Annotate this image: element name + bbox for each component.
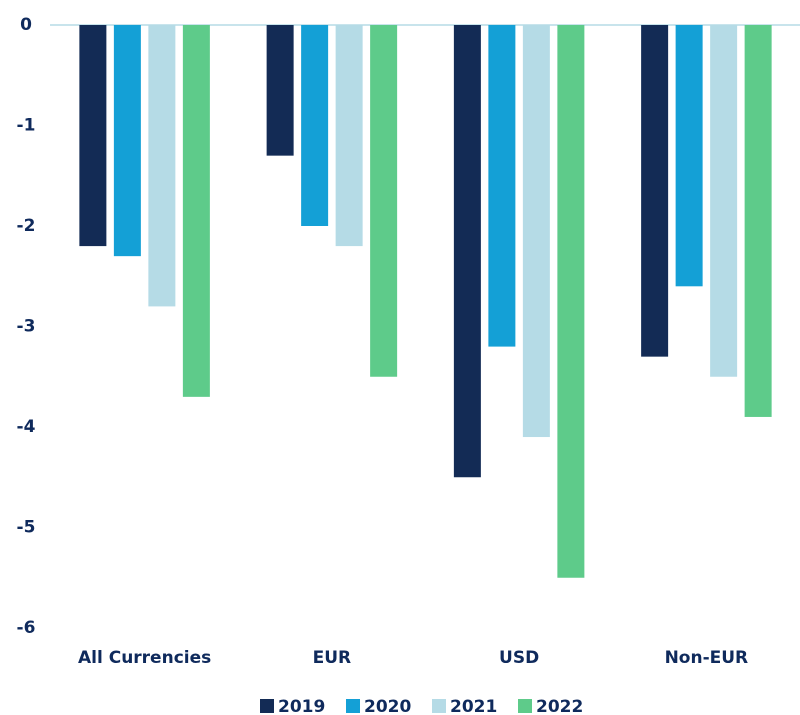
legend-label: 2022 xyxy=(536,697,583,715)
legend-swatch xyxy=(260,699,274,713)
bar xyxy=(710,25,738,377)
bar xyxy=(370,25,398,377)
bar xyxy=(675,25,703,287)
y-tick-label: -2 xyxy=(17,216,36,236)
legend-label: 2020 xyxy=(364,697,411,715)
bar xyxy=(113,25,141,257)
bar xyxy=(301,25,329,226)
x-tick-label: EUR xyxy=(313,648,352,668)
bar xyxy=(79,25,107,247)
bar xyxy=(641,25,669,357)
legend-swatch xyxy=(518,699,532,713)
bar xyxy=(488,25,516,347)
y-tick-label: -3 xyxy=(17,317,36,337)
y-tick-label: -6 xyxy=(17,618,36,638)
bar xyxy=(266,25,294,156)
y-tick-label: -5 xyxy=(17,518,36,538)
bar xyxy=(182,25,210,397)
x-tick-label: All Currencies xyxy=(78,648,211,668)
bar xyxy=(557,25,585,578)
bar xyxy=(744,25,772,417)
x-tick-label: Non-EUR xyxy=(665,648,749,668)
legend-swatch xyxy=(432,699,446,713)
legend-swatch xyxy=(346,699,360,713)
bar xyxy=(453,25,481,478)
bar xyxy=(335,25,363,247)
y-tick-label: 0 xyxy=(20,15,32,35)
legend-label: 2021 xyxy=(450,697,497,715)
y-tick-label: -1 xyxy=(17,116,36,136)
bar xyxy=(522,25,550,438)
x-tick-label: USD xyxy=(499,648,539,668)
bar xyxy=(148,25,176,307)
y-tick-label: -4 xyxy=(17,417,36,437)
legend-label: 2019 xyxy=(278,697,325,715)
